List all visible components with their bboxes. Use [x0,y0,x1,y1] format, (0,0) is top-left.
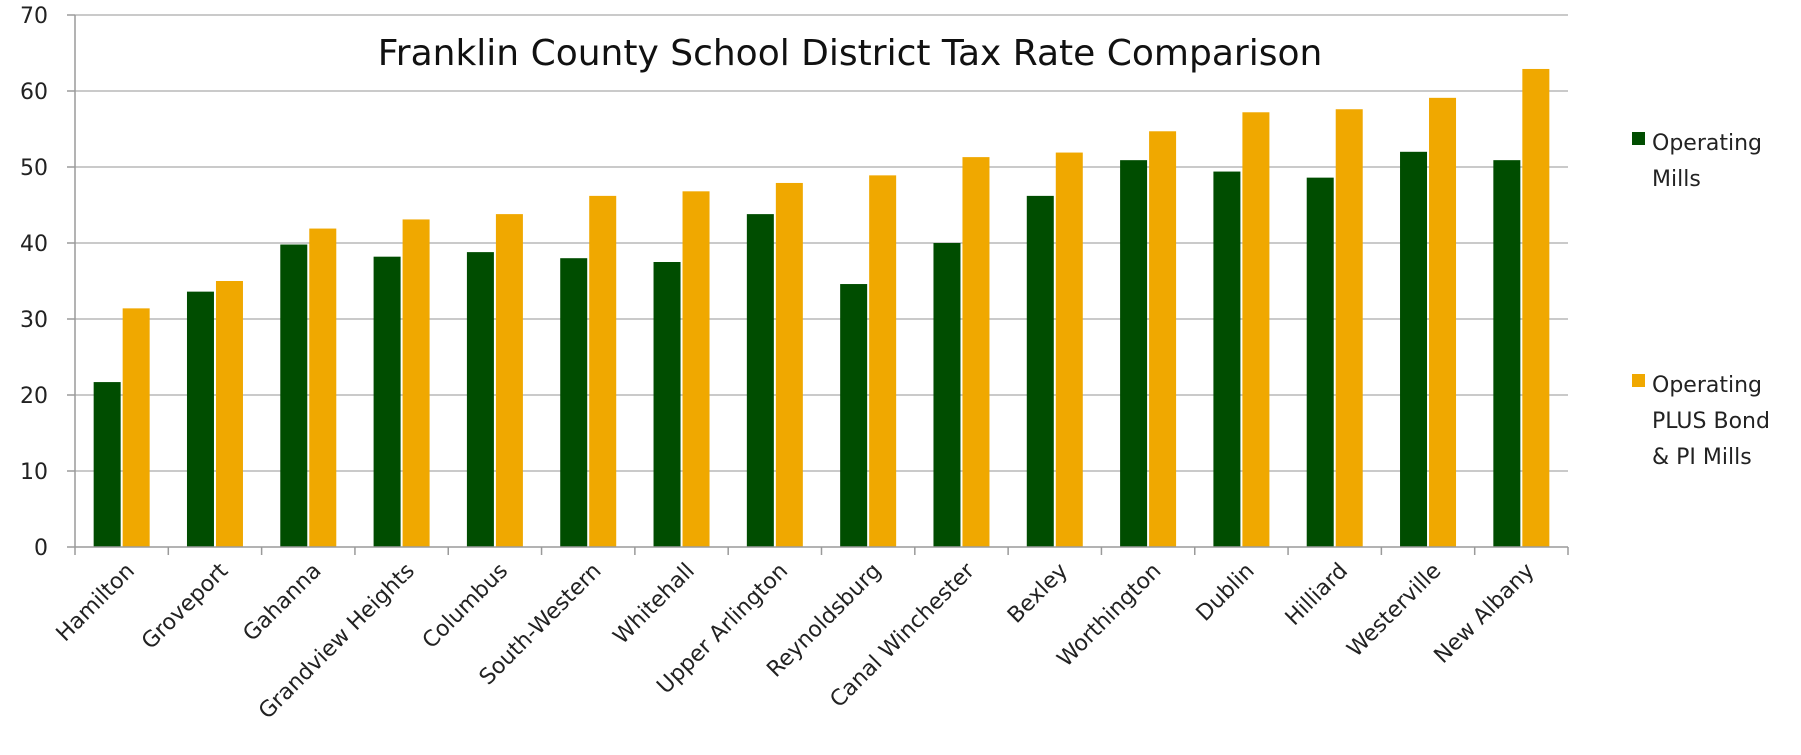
y-tick-label: 30 [20,308,48,333]
bar-operating-plus [309,228,337,547]
chart-title: Franklin County School District Tax Rate… [378,33,1323,74]
x-tick-label: Hilliard [1281,559,1353,631]
bar-operating [373,256,401,547]
bar-operating [746,214,774,547]
y-tick-label: 70 [20,4,48,29]
bar-operating-plus [215,281,243,547]
y-tick-label: 40 [20,232,48,257]
bar-operating-plus [1055,152,1083,547]
y-tick-label: 50 [20,156,48,181]
y-tick-label: 60 [20,80,48,105]
bar-operating-plus [1149,131,1177,547]
bar-operating [93,382,121,547]
bar-operating [1026,195,1054,547]
bar-operating-plus [775,182,803,547]
bar-operating [1306,177,1334,547]
bar-operating-plus [869,175,897,548]
bar-operating [1120,160,1148,547]
x-tick-label: Gahanna [239,559,327,647]
x-tick-label: Columbus [418,559,513,654]
bar-operating [1400,151,1428,548]
bar-operating-plus [495,214,523,547]
x-tick-label: Hamilton [52,559,140,647]
bar-operating-plus [122,308,150,547]
bar-operating-plus [1522,68,1550,548]
bars [93,68,1550,548]
y-tick-label: 20 [20,384,48,409]
x-tick-label: New Albany [1430,559,1540,669]
bar-operating [466,252,494,547]
bar-operating-plus [1429,97,1457,547]
axes [67,14,1569,555]
legend-swatch [1632,132,1645,145]
bar-operating-plus [682,191,710,547]
bar-operating [933,243,961,547]
bar-operating [840,284,868,547]
legend-swatch [1632,374,1645,387]
x-tick-label: Groveport [137,558,233,654]
x-tick-label: Bexley [1003,559,1073,629]
bar-operating-plus [402,219,430,547]
bar-operating [1493,160,1521,547]
x-tick-label: Dublin [1192,559,1260,627]
bar-operating [560,258,588,547]
bar-operating-plus [1335,109,1363,548]
bar-operating [1213,171,1241,547]
bar-operating [653,262,681,547]
y-tick-labels: 0 10 20 30 40 50 60 70 [20,4,48,561]
bar-operating [280,244,308,547]
legend-label: Operating PLUS Bond & PI Mills [1652,373,1770,470]
legend: Operating Mills Operating PLUS Bond & PI Mil… [1632,131,1770,470]
x-tick-label: Westerville [1343,559,1447,663]
bar-operating-plus [962,157,990,547]
y-tick-label: 0 [34,536,48,561]
x-tick-label: Whitehall [609,559,700,650]
legend-label: Operating Mills [1652,131,1762,192]
y-tick-label: 10 [20,460,48,485]
bar-operating-plus [1242,112,1270,547]
bar-operating [186,291,214,547]
bar-operating-plus [589,195,617,547]
x-tick-label: Grandview Heights [254,559,420,725]
